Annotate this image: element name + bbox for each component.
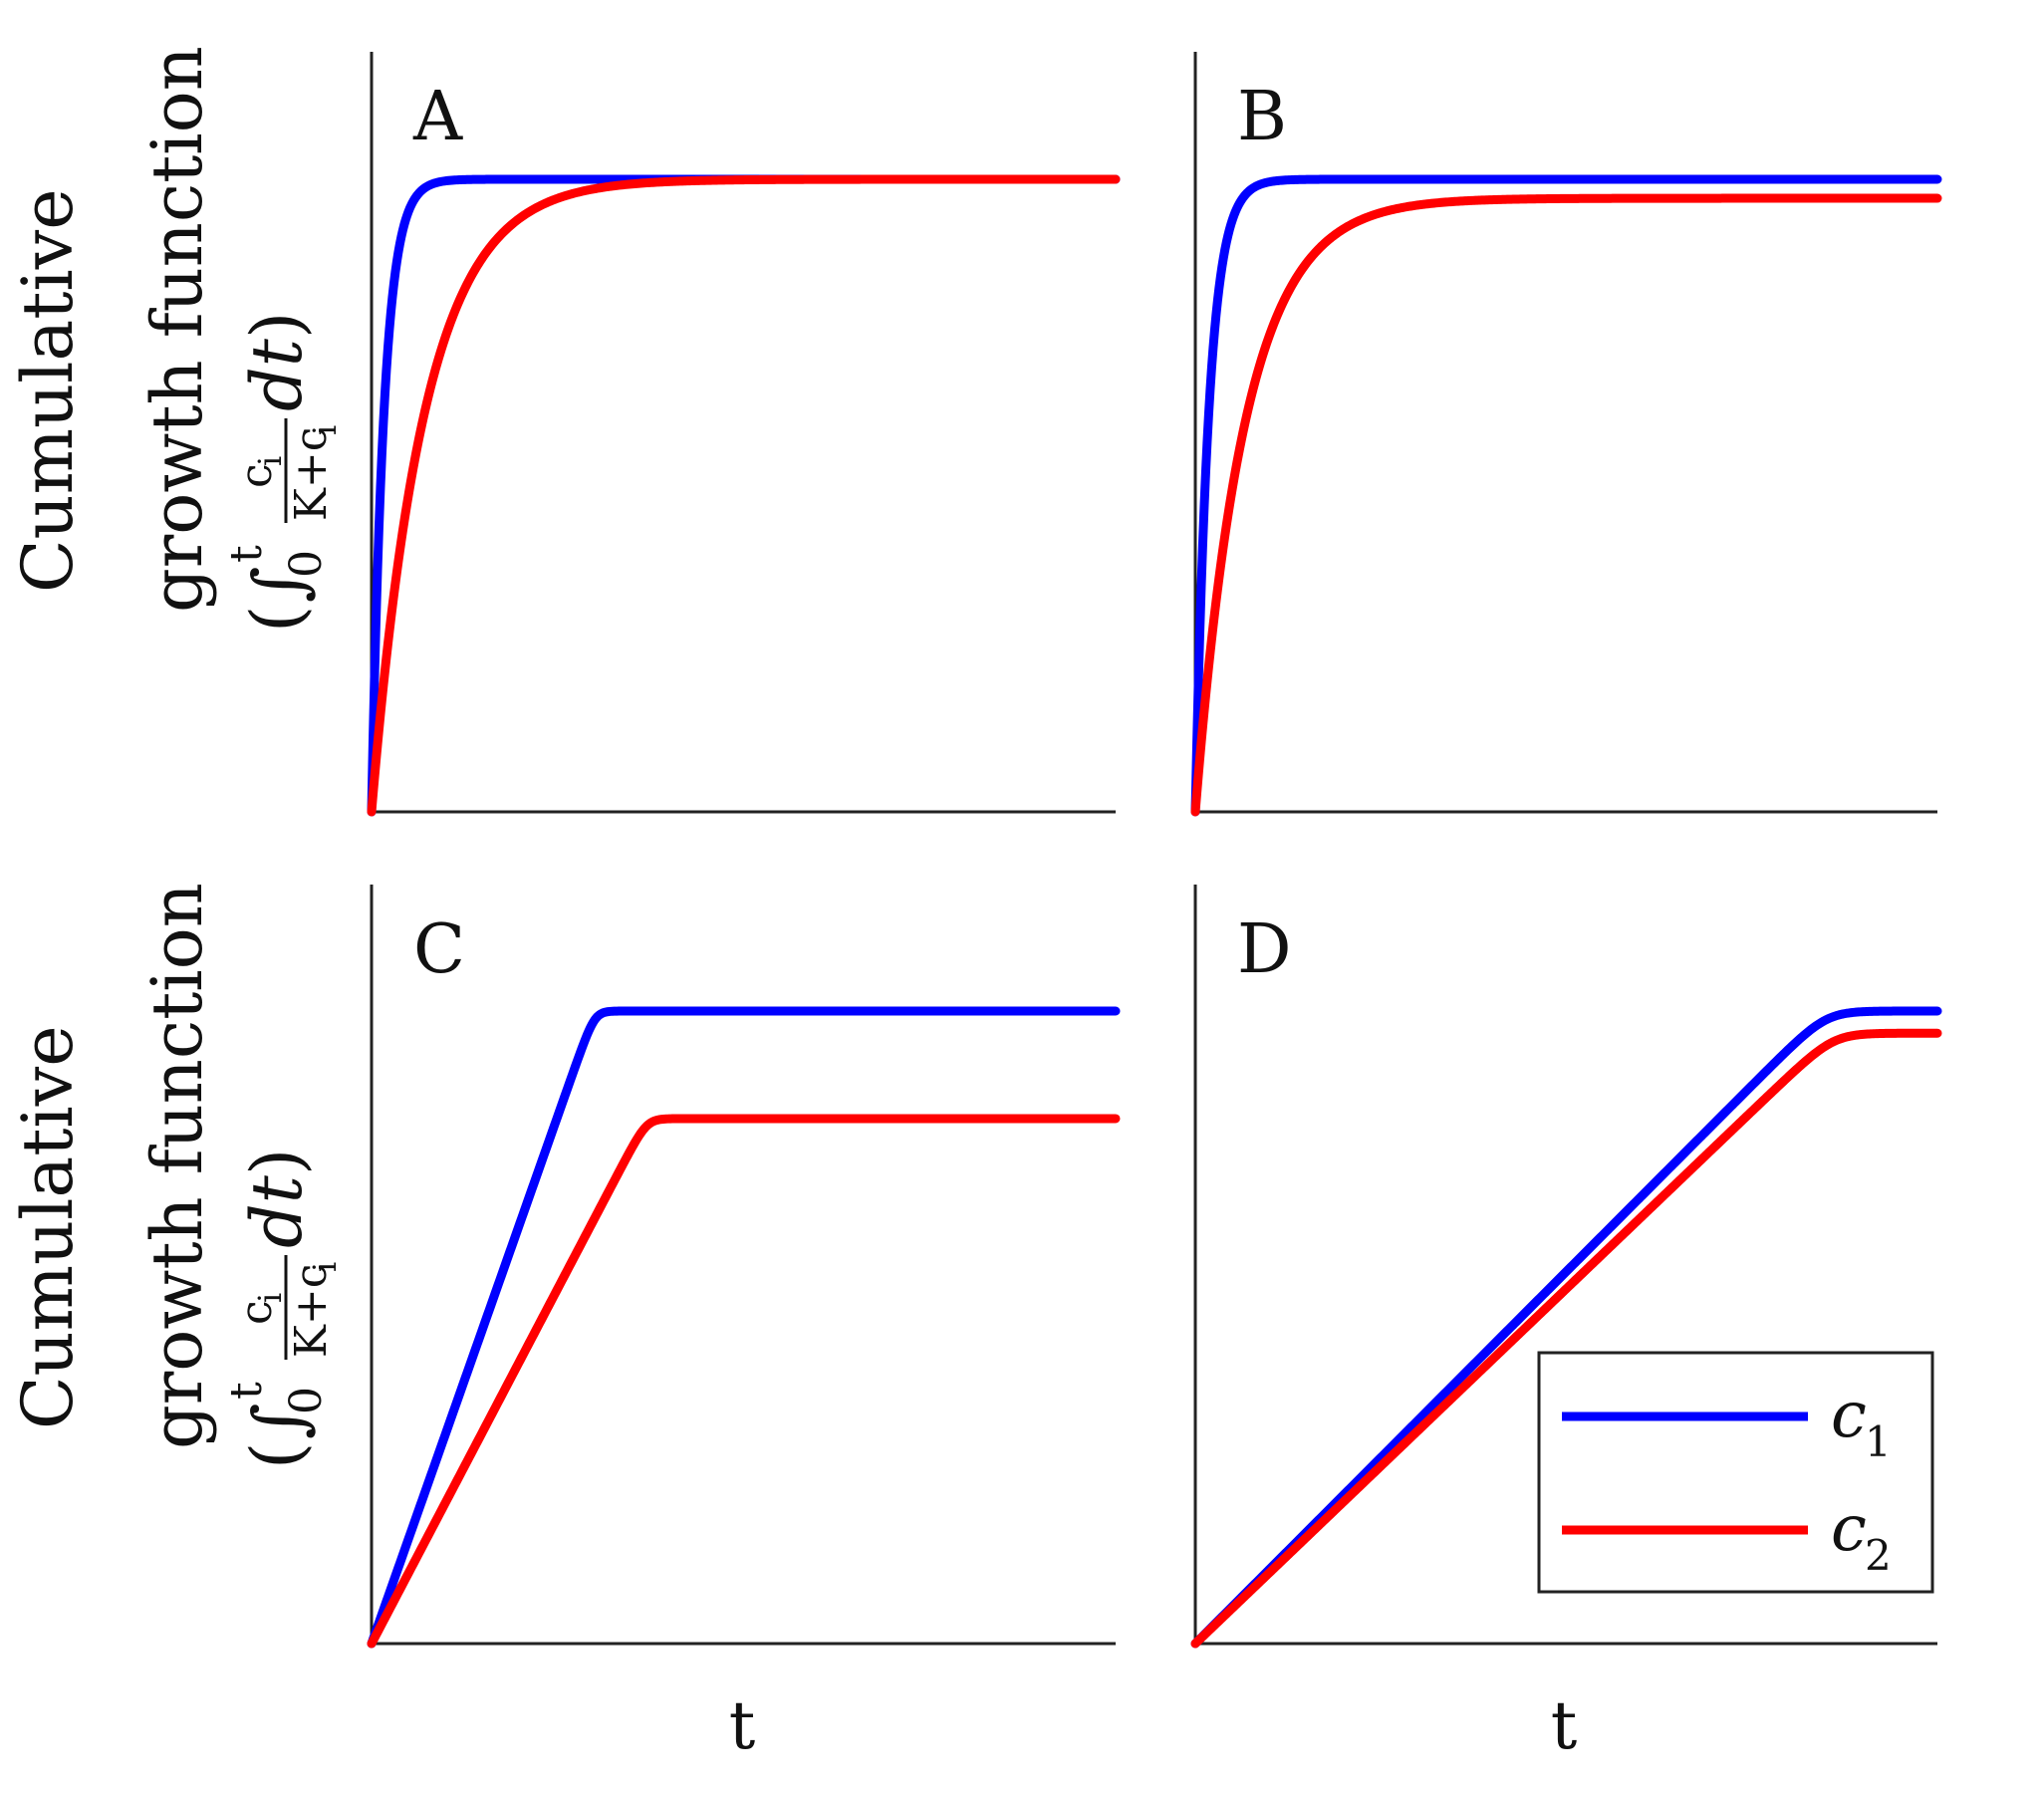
panel-label: A bbox=[412, 78, 463, 156]
series-c2-line bbox=[367, 1114, 1121, 1649]
formula-denominator-sub: i bbox=[306, 1262, 344, 1272]
legend-sub-c2: 2 bbox=[1865, 1531, 1892, 1580]
panel-a: A bbox=[367, 52, 1121, 817]
series-c2-line bbox=[1190, 193, 1942, 817]
legend-box bbox=[1537, 1351, 1934, 1594]
formula-denominator: K+c bbox=[286, 1264, 337, 1358]
y-axis-label-line2: growth function bbox=[136, 883, 218, 1449]
formula-open-paren: ( bbox=[236, 1442, 318, 1469]
y-axis-label-bottom: Cumulative growth function ( ∫ 0 t c i K… bbox=[7, 883, 344, 1469]
formula-dt: dt bbox=[236, 338, 318, 411]
formula-close-paren: ) bbox=[236, 1149, 318, 1175]
formula-numerator: c bbox=[231, 463, 282, 488]
formula-upper: t bbox=[221, 545, 272, 563]
legend-label-c2: c bbox=[1831, 1492, 1867, 1566]
series-c1-line bbox=[367, 174, 1121, 817]
legend-sub-c1: 1 bbox=[1865, 1417, 1892, 1466]
formula-lower: 0 bbox=[281, 550, 332, 578]
panel-c: C bbox=[367, 885, 1121, 1649]
formula-close-paren: ) bbox=[236, 312, 318, 339]
formula-numerator-sub: i bbox=[251, 456, 289, 466]
legend: c 1 c 2 bbox=[1537, 1351, 1934, 1594]
formula-lower: 0 bbox=[281, 1387, 332, 1414]
y-axis-label-line2: growth function bbox=[136, 46, 218, 613]
formula-numerator-sub: i bbox=[251, 1293, 289, 1303]
x-axis-label-right: t bbox=[1551, 1687, 1578, 1764]
formula-denominator: K+c bbox=[286, 427, 337, 521]
y-axis-formula: ( ∫ 0 t c i K+c i dt ) bbox=[221, 312, 344, 633]
panel-label: C bbox=[413, 910, 465, 989]
formula-upper: t bbox=[221, 1382, 272, 1400]
formula-denominator-sub: i bbox=[306, 425, 344, 435]
series-c1-line bbox=[1190, 174, 1942, 817]
series-c1-line bbox=[367, 1006, 1121, 1649]
panel-label: D bbox=[1237, 910, 1292, 989]
y-axis-label-line1: Cumulative bbox=[7, 1025, 89, 1429]
series-c2-line bbox=[367, 174, 1121, 817]
formula-integral: ∫ bbox=[238, 1404, 320, 1439]
formula-dt: dt bbox=[236, 1174, 318, 1248]
panel-d: D bbox=[1190, 885, 1942, 1649]
x-axis-label-left: t bbox=[729, 1687, 756, 1764]
series-c2-line bbox=[1190, 1028, 1942, 1649]
formula-open-paren: ( bbox=[236, 606, 318, 633]
formula-integral: ∫ bbox=[238, 567, 320, 603]
formula-numerator: c bbox=[231, 1300, 282, 1325]
panel-label: B bbox=[1237, 78, 1287, 156]
y-axis-label-top: Cumulative growth function ( ∫ 0 t c i K… bbox=[7, 46, 344, 633]
y-axis-formula: ( ∫ 0 t c i K+c i dt ) bbox=[221, 1149, 344, 1469]
y-axis-label-line1: Cumulative bbox=[7, 188, 89, 593]
panels: A B C D bbox=[367, 52, 1942, 1649]
legend-label-c1: c bbox=[1831, 1379, 1867, 1452]
panel-b: B bbox=[1190, 52, 1942, 817]
